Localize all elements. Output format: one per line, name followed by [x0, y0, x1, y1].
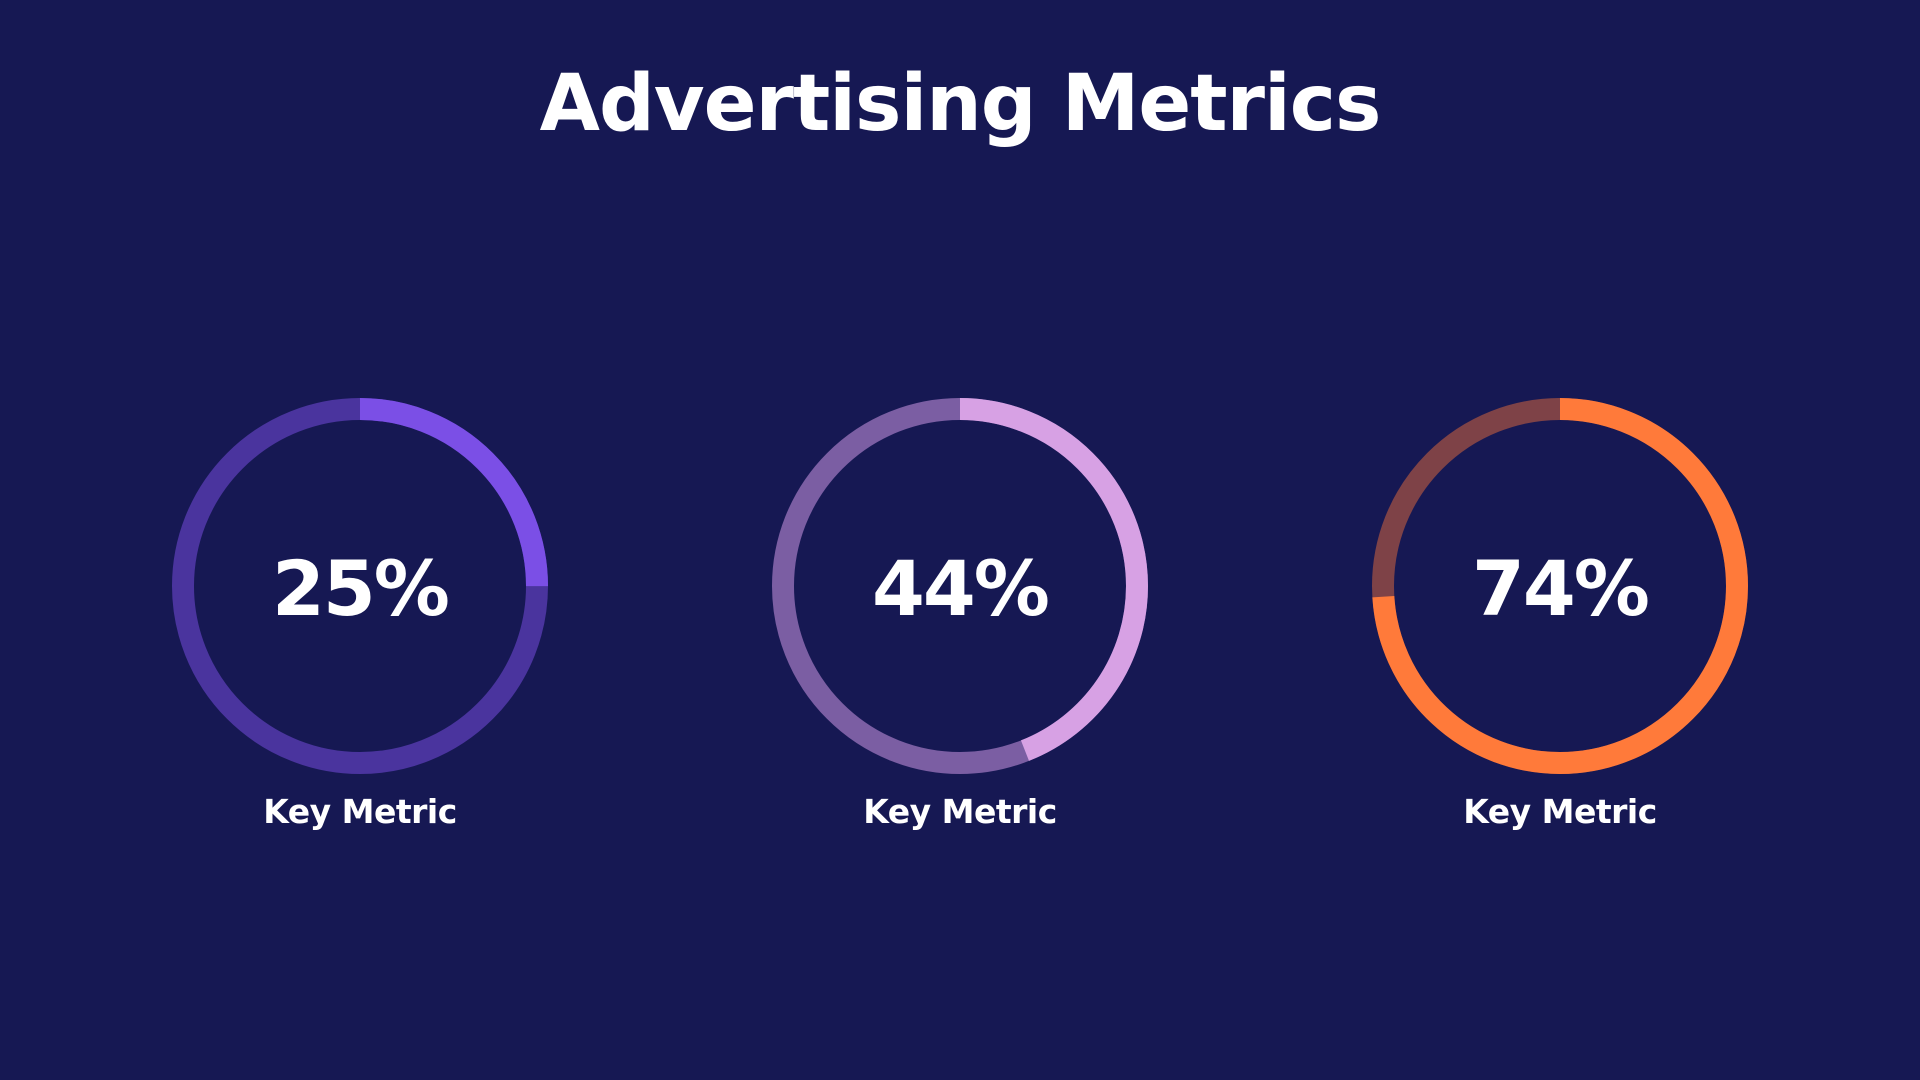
- gauge-label: Key Metric: [1463, 792, 1657, 831]
- gauge-value: 74%: [1472, 543, 1650, 633]
- metric-gauge: 25% Key Metric: [170, 396, 550, 836]
- page-title: Advertising Metrics: [539, 59, 1382, 149]
- metric-gauge: 74% Key Metric: [1370, 396, 1750, 836]
- gauge-value: 44%: [872, 543, 1050, 633]
- metric-gauge: 44% Key Metric: [770, 396, 1150, 836]
- gauge-progress-arc: [1372, 398, 1748, 774]
- gauge-label: Key Metric: [263, 792, 457, 831]
- gauge-value: 25%: [272, 543, 450, 633]
- gauge-ring: [172, 398, 548, 774]
- gauge-progress-arc: [772, 398, 1148, 774]
- gauge-label: Key Metric: [863, 792, 1057, 831]
- gauge-ring: [772, 398, 1148, 774]
- gauge-progress-arc: [172, 398, 548, 774]
- gauge-ring: [1372, 398, 1748, 774]
